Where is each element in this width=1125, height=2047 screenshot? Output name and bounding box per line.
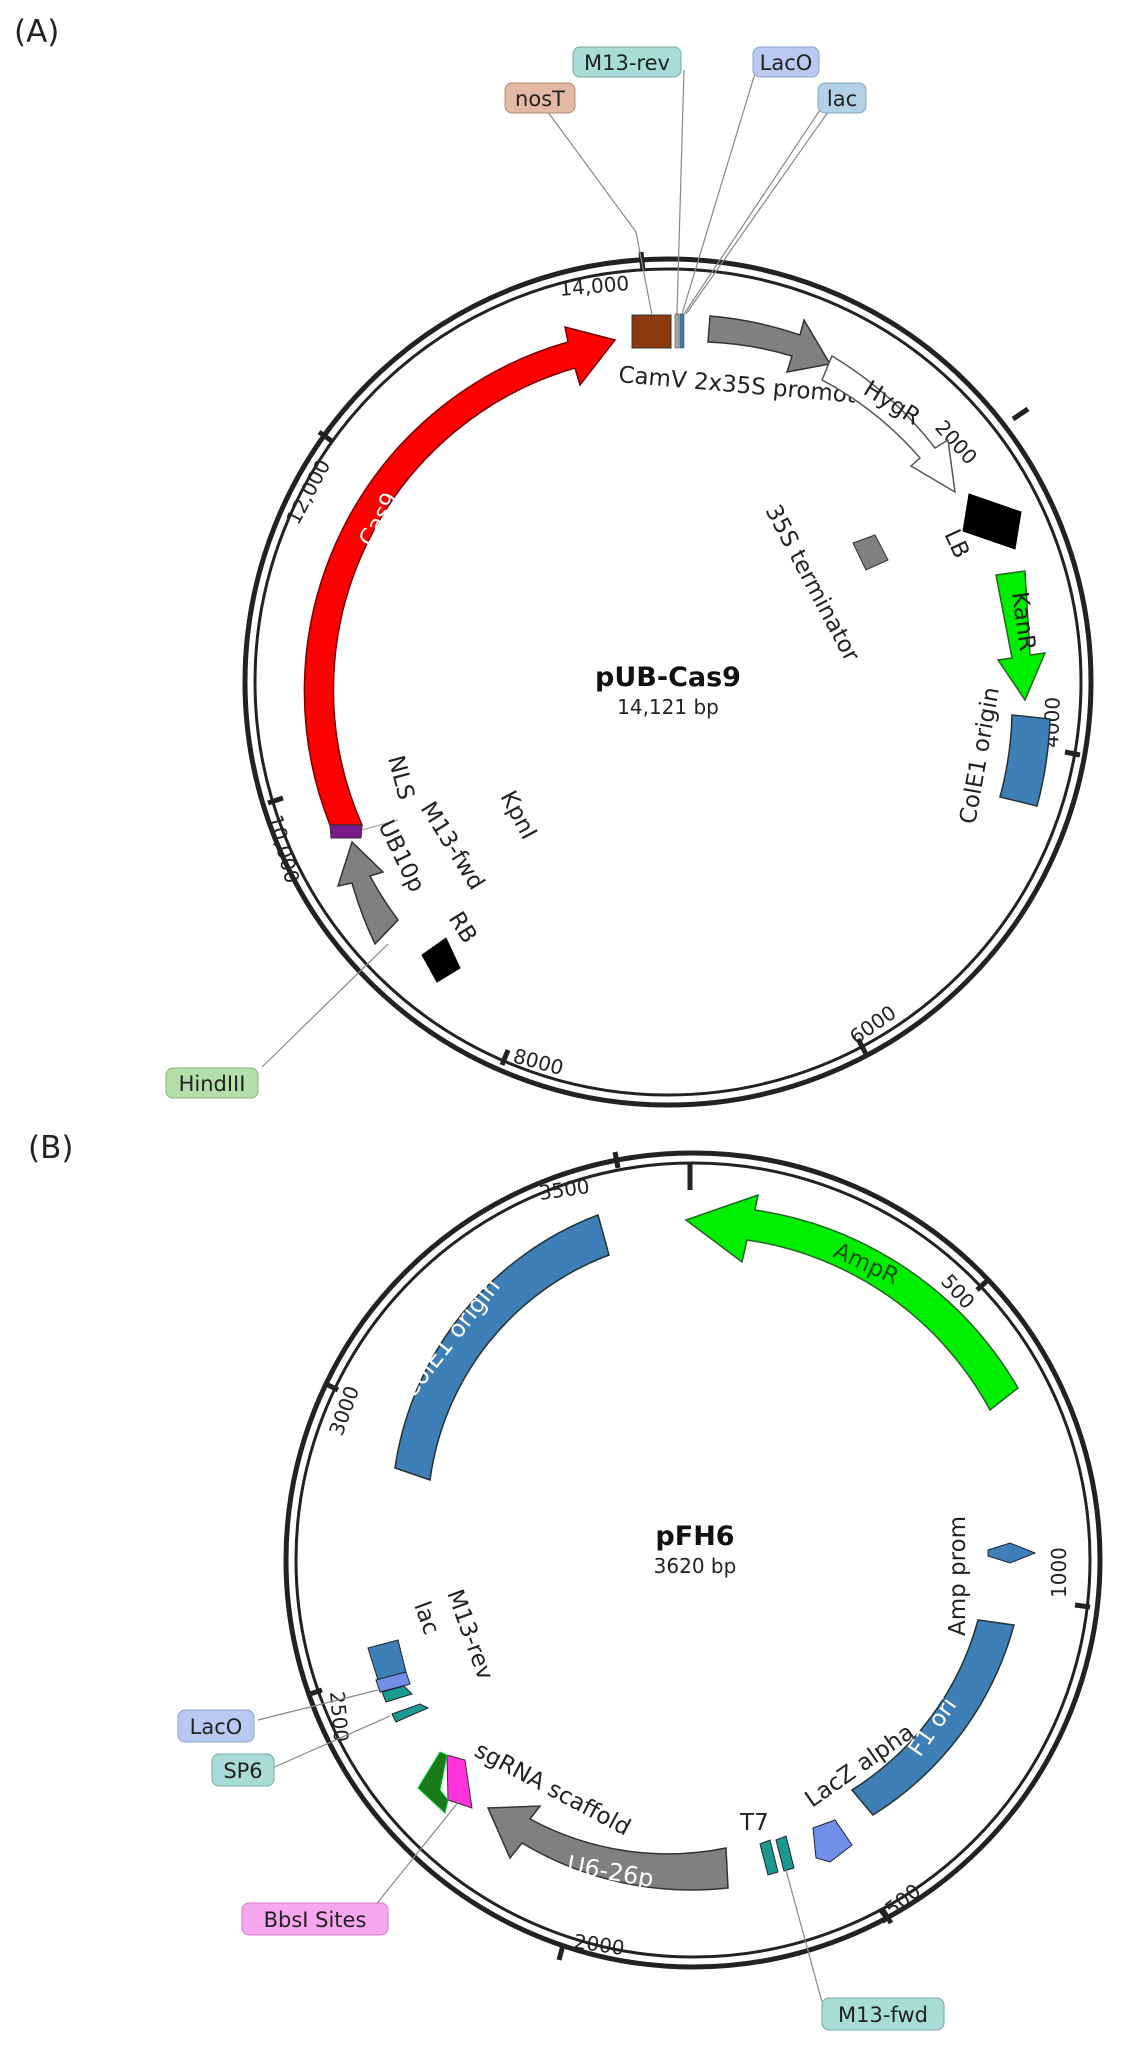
laco-tag-label: LacO [760, 51, 813, 75]
plasmid-b-tick-label: 1000 [1047, 1547, 1071, 1598]
t7-label: T7 [739, 1810, 769, 1836]
colE1-feature-b [394, 1214, 610, 1482]
plasmid-a-map: 14,000 2000 4000 6000 8000 10,000 12,000… [165, 46, 1094, 1108]
f1-ori-feature [850, 1619, 1015, 1816]
lb-feature [962, 493, 1022, 550]
rb-feature [421, 937, 461, 983]
bbsi-sites-feature [446, 1754, 473, 1809]
plasmid-b-name: pFH6 [655, 1521, 734, 1552]
kanr-feature [995, 570, 1047, 702]
plasmid-b-backbone-inner [294, 1161, 1092, 1959]
bbsi-callout: BbsI Sites [241, 1902, 389, 1936]
panel-label-b: (B) [28, 1130, 73, 1166]
amp-prom-feature [987, 1542, 1037, 1564]
plasmid-a-backbone-outer [242, 256, 1094, 1108]
m13-rev-feature [674, 313, 680, 349]
colE1-label-a: ColE1 origin [955, 685, 1005, 826]
laco-feature-b [375, 1671, 411, 1693]
hindiii-tag [165, 1067, 259, 1099]
kpni-label: KpnI [495, 787, 542, 844]
plasmid-b-backbone-outer [283, 1150, 1103, 1970]
plasmid-b-ticks [306, 1151, 1091, 1961]
sgrna-scaffold-feature [417, 1751, 449, 1814]
nost-tag [504, 82, 576, 114]
m13-fwd-tag-label-b: M13-fwd [838, 2003, 928, 2027]
laco-feature [679, 313, 685, 349]
nost-callout: nosT [504, 82, 576, 114]
lac-feature-b [381, 1685, 413, 1703]
lac-label-b: lac [408, 1598, 444, 1638]
m13-fwd-tag-b [821, 1997, 945, 2031]
laco-tag-b [177, 1709, 255, 1743]
rb-label: RB [443, 907, 482, 948]
hygr-feature [821, 354, 956, 494]
bbsi-tag-label: BbsI Sites [264, 1908, 367, 1932]
plasmid-b-map: 3500 500 1000 1500 2000 2500 3000 ColE1 … [177, 1150, 1103, 2031]
lacz-alpha-feature [812, 1819, 853, 1863]
bbsi-tag [241, 1902, 389, 1936]
plasmid-a-tick-label: 10,000 [263, 812, 304, 886]
m13-fwd-callout-b: M13-fwd [821, 1997, 945, 2031]
plasmid-a-backbone-inner [253, 267, 1083, 1097]
laco-tag [752, 46, 820, 78]
35s-terminator-feature [852, 534, 889, 571]
35s-terminator-label: 35S terminator [760, 501, 865, 667]
sp6-callout: SP6 [211, 1753, 275, 1787]
ub10p-feature [336, 840, 399, 946]
u6-26p-feature [486, 1805, 729, 1891]
plasmid-b-tick-label: 2000 [572, 1929, 626, 1960]
ub10p-label: UB10p [373, 816, 430, 896]
nost-feature [631, 314, 672, 349]
panel-label-a: (A) [14, 14, 59, 50]
lac-tag-label: lac [827, 87, 857, 111]
amp-prom-label: Amp prom [945, 1516, 971, 1636]
cas9-feature [303, 325, 617, 826]
m13-rev-label-b: M13-rev [441, 1586, 498, 1683]
nls-feature [329, 824, 363, 839]
ampr-feature [684, 1193, 1019, 1412]
nost-tag-label: nosT [515, 87, 565, 111]
colE1-feature-a [999, 714, 1051, 807]
sp6-feature [391, 1703, 430, 1723]
hindiii-tag-label: HindIII [179, 1072, 246, 1096]
plasmid-a-size: 14,121 bp [617, 695, 719, 719]
laco-tag-label-b: LacO [190, 1715, 243, 1739]
m13-rev-callout: M13-rev [572, 46, 682, 78]
laco-callout-b: LacO [177, 1709, 255, 1743]
nls-label: NLS [382, 753, 419, 803]
plasmid-b-tick-label: 3000 [324, 1383, 364, 1439]
m13-rev-tag-label: M13-rev [584, 51, 670, 75]
sp6-tag [211, 1753, 275, 1787]
laco-callout: LacO [752, 46, 820, 78]
sp6-tag-label: SP6 [223, 1759, 262, 1783]
hindiii-callout: HindIII [165, 1067, 259, 1099]
camv-promoter-feature [707, 315, 832, 373]
plasmid-b-tick-label: 2500 [325, 1690, 353, 1743]
plasmid-a-name: pUB-Cas9 [595, 662, 741, 693]
sgrna-scaffold-label: sgRNA scaffold [470, 1737, 634, 1841]
plasmid-b-callout-lines [257, 1689, 823, 2003]
plasmid-a-tick-label: 14,000 [558, 271, 630, 301]
plasmid-a-callout-lines [261, 69, 829, 1068]
m13-rev-tag [572, 46, 682, 78]
t7-feature [775, 1835, 795, 1872]
lac-callout: lac [817, 82, 867, 114]
t7-feature [759, 1839, 779, 1876]
lac-tag [817, 82, 867, 114]
plasmid-b-size: 3620 bp [654, 1554, 737, 1578]
